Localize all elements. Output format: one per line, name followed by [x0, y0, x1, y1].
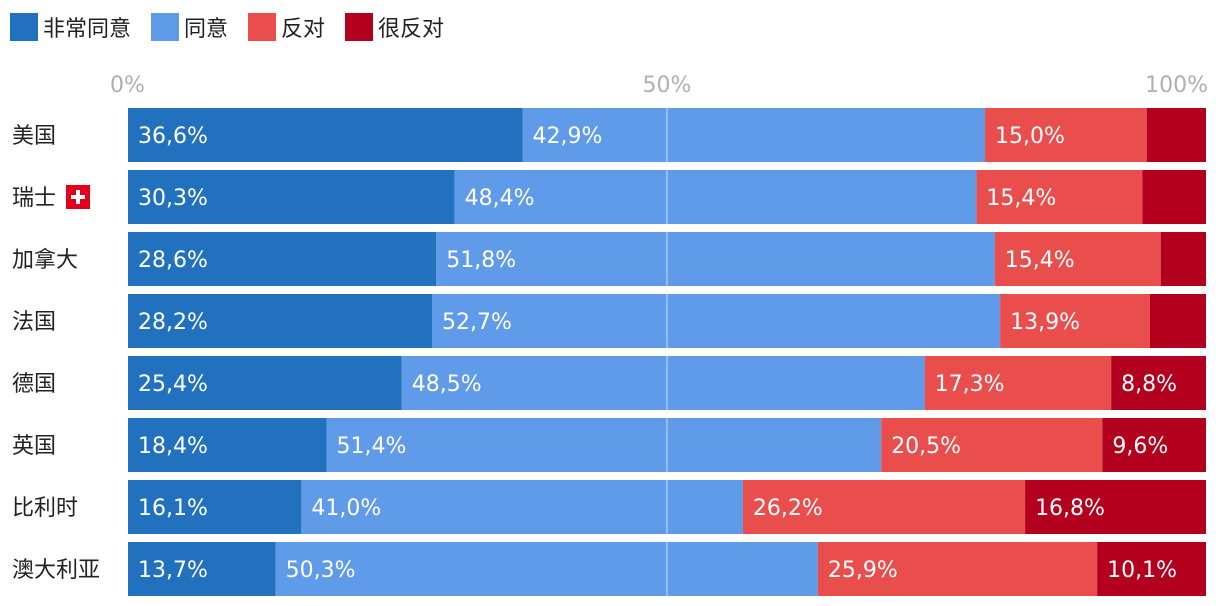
bar-segment [985, 108, 1147, 162]
data-label: 25,9% [828, 558, 898, 583]
data-label: 51,4% [337, 434, 407, 459]
bar-segment [1146, 108, 1206, 162]
legend-item-strongly-agree: 非常同意 [10, 11, 131, 43]
bar-segment [1025, 480, 1206, 534]
bar-segment [128, 542, 276, 596]
data-label: 17,3% [935, 372, 1005, 397]
legend-label: 同意 [184, 17, 229, 42]
bar-segment [1000, 294, 1150, 348]
bar-segment [128, 170, 455, 224]
bar-segment [326, 418, 882, 472]
legend-label: 很反对 [378, 17, 445, 42]
legend-item-strongly-disagree: 很反对 [345, 11, 444, 43]
bar-segment [128, 480, 302, 534]
legend-swatch [151, 13, 180, 41]
data-label: 26,2% [753, 496, 823, 521]
data-label: 52,7% [442, 310, 512, 335]
bar-segment [436, 232, 995, 286]
data-label: 28,6% [138, 248, 208, 273]
data-label: 9,6% [1112, 434, 1168, 459]
legend-item-agree: 同意 [151, 11, 228, 43]
bar-segment [128, 232, 437, 286]
data-label: 10,1% [1107, 558, 1177, 583]
data-label: 42,9% [533, 124, 603, 149]
bar-segment [994, 232, 1161, 286]
bar-segment [1111, 356, 1206, 410]
category-label: 澳大利亚 [12, 558, 100, 583]
bar-segment [742, 480, 1026, 534]
bar-segment [976, 170, 1143, 224]
data-label: 36,6% [138, 124, 208, 149]
bar-segment [522, 108, 986, 162]
bar-segment [431, 294, 1001, 348]
bar-segment [881, 418, 1103, 472]
category-label: 比利时 [12, 496, 78, 521]
category-label: 法国 [12, 310, 56, 335]
bar-segment [1102, 418, 1206, 472]
data-label: 51,8% [446, 248, 516, 273]
bar-segment [275, 542, 818, 596]
bar-segment [301, 480, 743, 534]
data-label: 13,7% [138, 558, 208, 583]
category-label: 美国 [12, 124, 56, 149]
x-tick-label: 0% [110, 73, 145, 98]
bar-segment [1097, 542, 1206, 596]
bar-segment [401, 356, 925, 410]
bar-segment [1160, 232, 1206, 286]
x-tick-label: 50% [643, 73, 692, 98]
bar-segment [128, 418, 327, 472]
data-label: 15,4% [986, 186, 1056, 211]
data-label: 20,5% [891, 434, 961, 459]
data-label: 15,0% [995, 124, 1065, 149]
chart-legend: 非常同意 同意 反对 很反对 [10, 10, 464, 44]
legend-label: 非常同意 [43, 17, 132, 42]
bar-segment [128, 108, 523, 162]
legend-label: 反对 [281, 17, 326, 42]
category-label: 瑞士 [12, 186, 56, 211]
category-label: 英国 [12, 434, 56, 459]
data-label: 50,3% [286, 558, 356, 583]
category-label: 加拿大 [12, 247, 78, 273]
legend-item-disagree: 反对 [248, 11, 325, 43]
bar-segment [1149, 294, 1206, 348]
legend-swatch [10, 13, 38, 41]
swiss-flag-cross-horizontal [71, 195, 85, 199]
bar-segment [1142, 170, 1206, 224]
data-label: 28,2% [138, 310, 208, 335]
category-label: 德国 [12, 372, 56, 397]
data-label: 8,8% [1121, 372, 1177, 397]
data-label: 18,4% [138, 434, 208, 459]
data-label: 25,4% [138, 372, 208, 397]
data-label: 30,3% [138, 186, 208, 211]
data-label: 16,8% [1035, 496, 1105, 521]
data-label: 41,0% [311, 496, 381, 521]
x-tick-label: 100% [1145, 73, 1208, 98]
data-label: 13,9% [1010, 310, 1080, 335]
legend-swatch [248, 13, 277, 41]
bar-segment [817, 542, 1098, 596]
bar-segment [128, 294, 432, 348]
data-label: 48,4% [465, 186, 535, 211]
bar-segment [128, 356, 402, 410]
data-label: 15,4% [1005, 248, 1075, 273]
data-label: 16,1% [138, 496, 208, 521]
data-label: 48,5% [412, 372, 482, 397]
legend-swatch [345, 13, 374, 41]
bar-segment [924, 356, 1112, 410]
bar-segment [454, 170, 977, 224]
